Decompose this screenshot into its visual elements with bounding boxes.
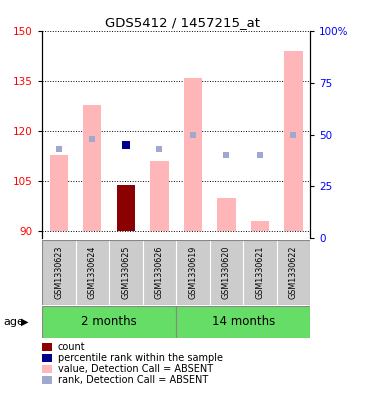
Text: GSM1330625: GSM1330625 — [121, 245, 130, 299]
Bar — [184, 78, 202, 231]
Text: 2 months: 2 months — [81, 315, 137, 329]
Text: GSM1330621: GSM1330621 — [255, 246, 265, 299]
Bar — [83, 105, 101, 231]
Text: rank, Detection Call = ABSENT: rank, Detection Call = ABSENT — [58, 375, 208, 385]
Text: GSM1330622: GSM1330622 — [289, 245, 298, 299]
Bar — [176, 306, 310, 338]
Bar — [50, 154, 68, 231]
Bar — [284, 51, 303, 231]
Bar — [217, 198, 236, 231]
Text: ▶: ▶ — [21, 317, 29, 327]
Bar — [116, 185, 135, 231]
Bar — [251, 221, 269, 231]
Bar — [143, 240, 176, 305]
Text: GSM1330624: GSM1330624 — [88, 246, 97, 299]
Text: 14 months: 14 months — [212, 315, 275, 329]
Bar — [150, 161, 169, 231]
Text: count: count — [58, 342, 85, 352]
Bar — [176, 240, 210, 305]
Text: value, Detection Call = ABSENT: value, Detection Call = ABSENT — [58, 364, 213, 374]
Text: GDS5412 / 1457215_at: GDS5412 / 1457215_at — [105, 16, 260, 29]
Text: age: age — [4, 317, 24, 327]
Bar — [243, 240, 277, 305]
Bar — [277, 240, 310, 305]
Bar — [42, 306, 176, 338]
Text: GSM1330623: GSM1330623 — [54, 246, 63, 299]
Bar — [210, 240, 243, 305]
Bar — [42, 240, 76, 305]
Bar — [109, 240, 143, 305]
Text: GSM1330619: GSM1330619 — [188, 246, 197, 299]
Bar — [76, 240, 109, 305]
Text: GSM1330620: GSM1330620 — [222, 246, 231, 299]
Text: percentile rank within the sample: percentile rank within the sample — [58, 353, 223, 363]
Text: GSM1330626: GSM1330626 — [155, 246, 164, 299]
